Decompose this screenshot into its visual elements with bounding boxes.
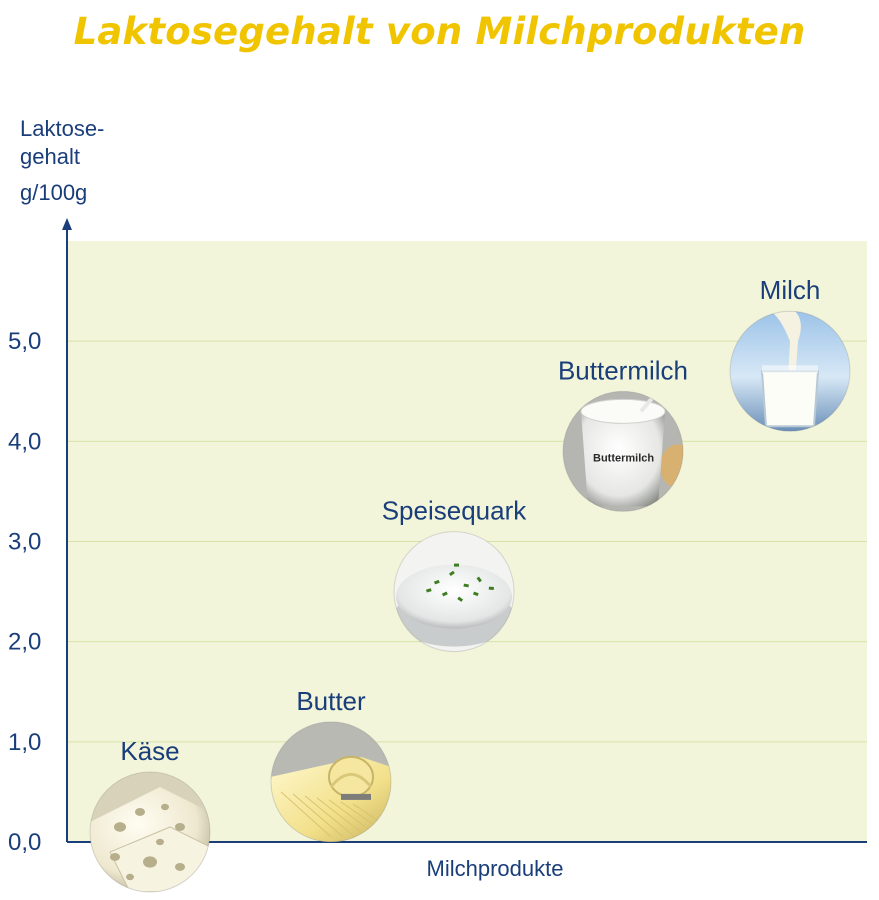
y-tick-label: 4,0 <box>8 428 41 455</box>
data-point-speisequark <box>393 531 515 653</box>
data-point-butter <box>270 721 392 843</box>
y-axis-label-line-3: g/100g <box>20 180 88 205</box>
quark-photo-icon <box>393 531 515 653</box>
milk-photo-icon <box>729 310 851 432</box>
chart-title: Laktosegehalt von Milchprodukten <box>73 10 806 53</box>
point-label: Käse <box>120 736 179 766</box>
data-point-käse <box>89 771 211 893</box>
y-tick-label: 1,0 <box>8 729 41 756</box>
y-tick-label: 0,0 <box>8 829 41 856</box>
y-axis-label-line-2: gehalt <box>20 144 80 169</box>
data-point-buttermilch: Buttermilch <box>562 390 684 512</box>
buttermilk-cup-label: Buttermilch <box>593 452 654 464</box>
y-tick-labels: 0,0 1,0 2,0 3,0 4,0 5,0 <box>8 328 41 856</box>
y-axis-arrow <box>62 218 72 230</box>
point-label: Speisequark <box>382 496 528 526</box>
buttermilk-photo-icon: Buttermilch <box>562 390 684 512</box>
point-label: Milch <box>760 275 821 305</box>
y-tick-label: 2,0 <box>8 629 41 656</box>
butter-photo-icon <box>270 721 392 843</box>
y-tick-label: 5,0 <box>8 328 41 355</box>
y-axis-label-line-1: Laktose- <box>20 116 105 141</box>
point-label: Buttermilch <box>558 355 688 385</box>
point-label: Butter <box>296 686 366 716</box>
data-points: Käse Butter Speisequark Buttermilch Buttermi… <box>89 275 851 893</box>
x-axis-label: Milchprodukte <box>426 856 564 881</box>
cheese-photo-icon <box>89 771 211 893</box>
y-tick-label: 3,0 <box>8 529 41 556</box>
data-point-milch <box>729 310 851 432</box>
